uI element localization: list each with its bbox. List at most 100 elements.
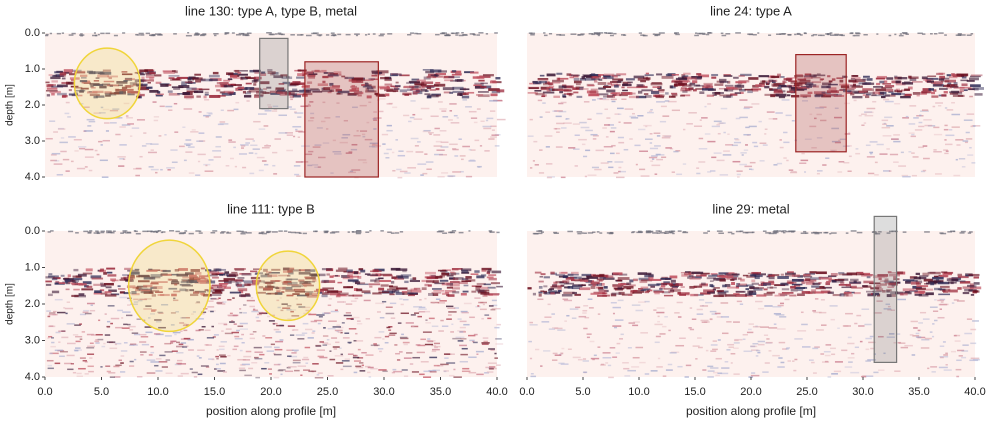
reflection [969,78,979,81]
reflection [851,75,858,77]
reflection [235,282,238,285]
reflection [322,313,329,315]
reflection [774,323,777,325]
reflection [826,281,831,283]
reflection [766,342,773,344]
surface-reflection [960,34,966,36]
y-tick-label: 4.0 [25,371,40,383]
reflection [133,344,138,346]
reflection [457,79,462,82]
reflection [710,170,715,172]
reflection [824,351,831,353]
surface-reflection [776,33,781,35]
reflection [208,159,213,161]
reflection [256,317,259,319]
reflection [900,293,904,295]
surface-reflection [275,33,278,35]
reflection [582,310,587,312]
reflection [677,302,683,304]
reflection [864,82,871,85]
reflection [185,139,191,141]
panel-title: line 29: metal [712,201,789,216]
reflection [94,290,102,293]
reflection [460,321,467,323]
reflection [392,170,395,172]
surface-reflection [773,231,777,233]
reflection [944,139,946,141]
surface-reflection [184,230,187,232]
reflection [429,318,435,320]
reflection [809,359,814,361]
reflection [583,372,587,374]
reflection [631,117,638,119]
reflection [478,91,489,93]
reflection [497,89,505,92]
reflection [731,274,739,276]
y-tick-label: 4.0 [25,171,40,183]
reflection [356,340,363,342]
reflection [106,268,115,270]
reflection [314,320,322,322]
reflection [825,355,831,357]
reflection [240,323,248,325]
reflection [587,333,592,335]
reflection [556,146,563,148]
reflection [331,337,337,339]
reflection [120,371,125,373]
reflection [527,287,531,289]
reflection [733,321,740,323]
reflection [690,329,694,331]
reflection [488,294,499,296]
reflection [599,290,606,292]
reflection [666,74,672,76]
reflection [400,337,408,339]
reflection [701,117,708,119]
reflection [935,173,942,175]
surface-reflection [240,233,245,235]
reflection [665,100,670,102]
reflection [328,320,337,322]
reflection [53,131,58,133]
reflection [77,168,85,170]
reflection [421,361,429,363]
reflection [585,176,587,178]
reflection [762,371,768,373]
reflection [583,305,588,307]
reflection [919,115,921,117]
reflection [780,147,784,149]
reflection [181,342,186,344]
reflection [397,359,400,361]
reflection [566,315,569,317]
reflection [747,332,753,334]
reflection [136,168,142,170]
reflection [127,304,130,306]
reflection [362,365,364,367]
reflection [347,286,353,288]
reflection [754,146,758,148]
reflection [272,152,277,154]
reflection [543,285,547,287]
reflection [932,277,944,280]
reflection [579,287,590,290]
reflection [923,119,931,121]
reflection [168,90,173,92]
reflection [319,316,323,318]
reflection [572,292,577,294]
reflection [897,90,902,92]
reflection [538,281,543,283]
reflection [215,269,221,272]
reflection [172,70,176,72]
reflection [548,82,553,85]
reflection [927,81,934,83]
reflection [410,100,415,102]
reflection [903,288,915,291]
reflection [382,134,388,136]
reflection [530,119,533,121]
reflection [55,160,60,162]
reflection [417,316,422,318]
reflection [727,133,729,135]
reflection [905,94,912,96]
reflection [322,280,329,283]
reflection [231,272,237,274]
reflection [417,163,426,165]
